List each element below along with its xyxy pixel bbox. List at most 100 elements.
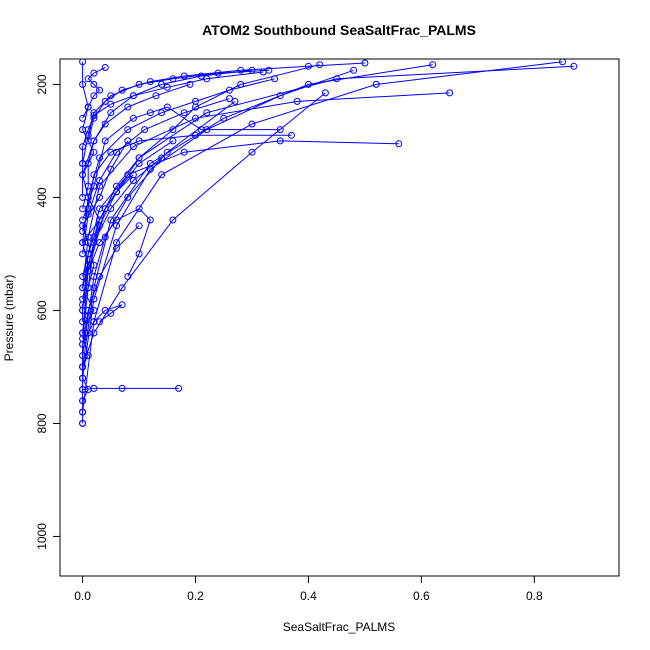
- data-point: [90, 92, 98, 100]
- data-point: [124, 126, 132, 134]
- data-point: [169, 75, 177, 83]
- data-point: [158, 109, 166, 117]
- data-point: [316, 61, 324, 69]
- data-point: [158, 171, 166, 179]
- data-point: [146, 109, 154, 117]
- data-point: [395, 140, 403, 148]
- data-point: [248, 120, 256, 128]
- data-point: [79, 222, 87, 230]
- data-point: [90, 239, 98, 247]
- series-line: [82, 61, 563, 413]
- data-point: [79, 318, 87, 326]
- data-point: [237, 66, 245, 74]
- data-point: [192, 97, 199, 105]
- data-point: [129, 114, 137, 122]
- series-19: [79, 97, 239, 360]
- data-point: [90, 329, 98, 337]
- data-point: [146, 216, 154, 224]
- data-point: [304, 62, 312, 70]
- data-point: [79, 59, 87, 66]
- data-point: [135, 205, 143, 213]
- chart-title: ATOM2 Southbound SeaSaltFrac_PALMS: [202, 22, 476, 38]
- data-point: [79, 114, 87, 122]
- data-point: [231, 97, 239, 105]
- data-point: [79, 386, 87, 393]
- data-point: [96, 193, 103, 201]
- data-point: [225, 95, 233, 103]
- plot-frame: [59, 58, 620, 577]
- series-line: [82, 65, 574, 334]
- data-point: [186, 80, 194, 88]
- y-axis: 200 400 600 800 1000: [35, 74, 61, 550]
- series-line: [82, 134, 292, 232]
- series-line: [82, 83, 191, 209]
- series-line: [82, 98, 230, 254]
- x-tick-label: 0.2: [187, 589, 204, 603]
- series-11: [79, 205, 154, 303]
- data-point: [124, 103, 132, 111]
- data-point: [214, 69, 222, 77]
- data-point: [158, 154, 166, 162]
- data-point: [135, 137, 143, 145]
- data-point: [135, 160, 143, 167]
- data-point: [96, 86, 103, 94]
- data-point: [135, 250, 143, 258]
- data-point: [350, 66, 358, 74]
- series-line: [82, 225, 140, 379]
- data-point: [84, 182, 92, 190]
- data-point: [163, 83, 171, 91]
- data-point: [107, 309, 115, 317]
- data-point: [90, 80, 98, 88]
- data-point: [248, 148, 256, 156]
- x-tick-label: 0.8: [526, 589, 543, 603]
- data-point: [113, 222, 120, 230]
- data-point: [180, 109, 188, 117]
- y-tick-label: 600: [35, 300, 49, 320]
- data-point: [169, 137, 177, 145]
- x-tick-label: 0.6: [413, 589, 430, 603]
- data-point: [90, 384, 98, 392]
- data-point: [84, 75, 92, 83]
- data-point: [79, 419, 87, 427]
- series-9: [79, 103, 284, 224]
- series-line: [82, 304, 123, 345]
- series-8: [79, 75, 279, 247]
- data-point: [90, 69, 98, 77]
- data-point: [107, 205, 115, 213]
- data-point: [84, 284, 92, 292]
- data-point: [79, 250, 87, 258]
- data-point: [101, 120, 109, 128]
- series-line: [82, 140, 399, 311]
- series-line: [82, 101, 236, 356]
- data-point: [96, 154, 103, 162]
- series-line: [82, 64, 433, 367]
- data-point: [152, 92, 160, 100]
- series-line: [87, 64, 320, 266]
- data-point: [124, 193, 132, 201]
- data-point: [203, 75, 211, 83]
- data-point: [113, 188, 120, 196]
- series-22: [79, 95, 233, 258]
- data-point: [84, 103, 92, 111]
- data-point: [225, 86, 233, 94]
- y-tick-label: 800: [35, 413, 49, 433]
- data-point: [141, 126, 149, 134]
- y-tick-label: 1000: [35, 523, 49, 550]
- data-point: [96, 177, 103, 184]
- x-tick-label: 0.4: [300, 589, 317, 603]
- data-point: [321, 89, 329, 97]
- data-point: [113, 244, 120, 252]
- data-point: [107, 165, 115, 173]
- x-axis-label: SeaSaltFrac_PALMS: [283, 620, 396, 634]
- series-5: [79, 384, 183, 405]
- data-point: [135, 222, 143, 230]
- data-point: [101, 97, 109, 105]
- series-2: [79, 61, 437, 371]
- data-point: [79, 205, 87, 213]
- data-point: [276, 126, 284, 134]
- data-point: [107, 109, 115, 117]
- data-point: [84, 306, 92, 314]
- data-point: [271, 75, 279, 83]
- data-point: [276, 137, 284, 145]
- data-point: [79, 408, 87, 416]
